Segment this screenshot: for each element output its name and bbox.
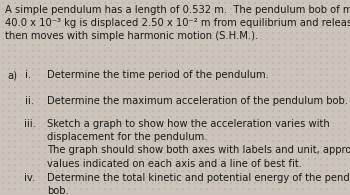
Text: Sketch a graph to show how the acceleration varies with
displacement for the pen: Sketch a graph to show how the accelerat…	[47, 119, 350, 168]
Text: iii.: iii.	[24, 119, 36, 129]
Text: Determine the total kinetic and potential energy of the pendulum
bob.: Determine the total kinetic and potentia…	[47, 173, 350, 195]
Text: ii.: ii.	[25, 96, 34, 105]
Text: Determine the maximum acceleration of the pendulum bob.: Determine the maximum acceleration of th…	[47, 96, 348, 105]
Text: a): a)	[7, 70, 17, 80]
Text: i.: i.	[25, 70, 32, 80]
Text: iv.: iv.	[24, 173, 35, 183]
Text: A simple pendulum has a length of 0.532 m.  The pendulum bob of mass
40.0 x 10⁻³: A simple pendulum has a length of 0.532 …	[5, 5, 350, 41]
Text: Determine the time period of the pendulum.: Determine the time period of the pendulu…	[47, 70, 269, 80]
